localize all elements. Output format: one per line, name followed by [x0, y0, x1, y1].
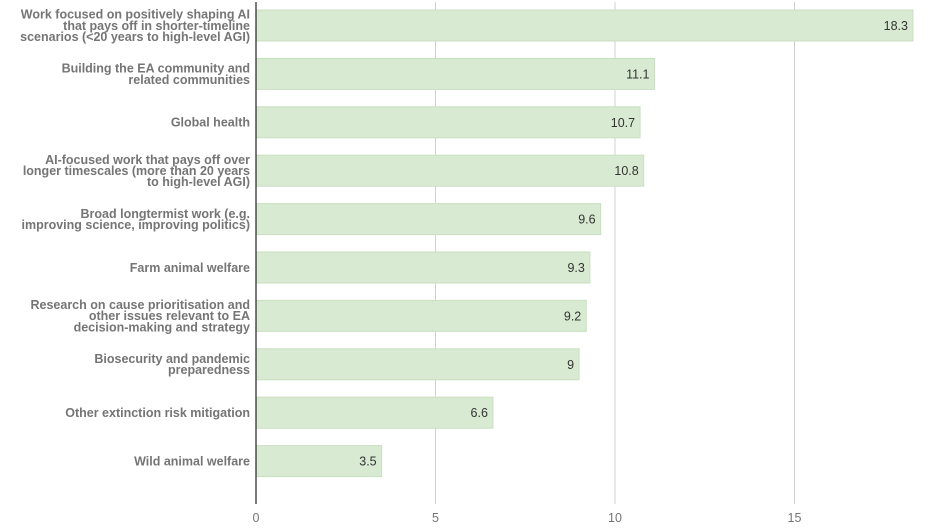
category-label: Research on cause prioritisation and othe…: [30, 298, 250, 334]
category-label: Wild animal welfare: [134, 454, 250, 468]
category-label-line: other issues relevant to EA: [89, 309, 250, 323]
category-label: Work focused on positively shaping AI tha…: [20, 8, 250, 44]
value-label: 18.3: [884, 19, 908, 33]
bar: [255, 57, 655, 90]
category-label-line: Building the EA community and: [62, 62, 250, 76]
bar: [255, 251, 591, 284]
category-label: Biosecurity and pandemic preparedness: [94, 352, 250, 377]
category-label: Global health: [171, 116, 250, 130]
category-label-line: longer timescales (more than 20 years: [23, 164, 250, 178]
category-label: Other extinction risk mitigation: [65, 406, 250, 420]
category-label-line: AI-focused work that pays off over: [45, 153, 250, 167]
value-label: 10.7: [611, 116, 635, 130]
value-label: 10.8: [614, 164, 638, 178]
category-label-line: improving science, improving politics): [21, 218, 250, 232]
category-label-line: decision-making and strategy: [74, 320, 250, 334]
x-tick-label: 0: [253, 511, 260, 525]
x-tick-label: 10: [608, 511, 622, 525]
category-label-line: Research on cause prioritisation and: [30, 298, 250, 312]
value-label: 9.6: [578, 213, 595, 227]
category-label-line: Broad longtermist work (e.g.: [81, 207, 250, 221]
category-label-line: Wild animal welfare: [134, 454, 250, 468]
labels: 0 5 10 15 18.3 Work focused on positively sha…: [20, 8, 908, 525]
bars: [255, 9, 914, 478]
category-label: Broad longtermist work (e.g. improving sc…: [21, 207, 250, 232]
value-label: 11.1: [626, 67, 649, 81]
category-label-line: Farm animal welfare: [130, 261, 250, 275]
bar: [255, 396, 494, 429]
value-label: 9.3: [567, 261, 584, 275]
category-label: Farm animal welfare: [130, 261, 250, 275]
value-label: 3.5: [359, 455, 376, 469]
x-tick-label: 5: [432, 511, 439, 525]
x-tick-label: 15: [788, 511, 802, 525]
category-label: Building the EA community and related com…: [62, 62, 250, 87]
bar: [255, 203, 602, 236]
category-label-line: to high-level AGI): [147, 175, 250, 189]
bar: [255, 154, 645, 187]
category-label-line: Other extinction risk mitigation: [65, 406, 250, 420]
value-label: 9.2: [564, 309, 581, 323]
bar: [255, 9, 914, 42]
bar: [255, 445, 383, 478]
value-label: 9: [567, 358, 574, 372]
category-label-line: Biosecurity and pandemic: [94, 352, 250, 366]
category-label-line: scenarios (<20 years to high-level AGI): [20, 30, 250, 44]
category-label-line: preparedness: [168, 363, 250, 377]
category-label-line: Global health: [171, 116, 250, 130]
category-label: AI-focused work that pays off over longer…: [23, 153, 250, 189]
category-label-line: related communities: [128, 73, 250, 87]
category-label-line: Work focused on positively shaping AI: [21, 8, 250, 22]
bar: [255, 106, 641, 139]
bar: [255, 348, 580, 381]
category-label-line: that pays off in shorter-timeline: [63, 19, 250, 33]
bar: [255, 299, 587, 332]
value-label: 6.6: [471, 406, 488, 420]
